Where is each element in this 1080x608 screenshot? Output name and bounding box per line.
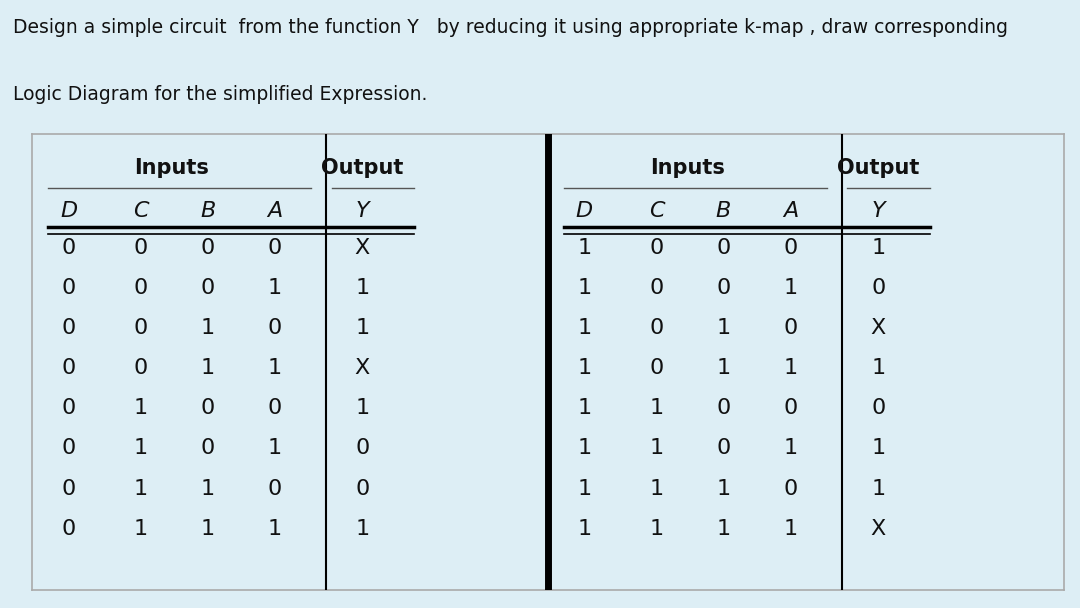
Text: 0: 0 — [268, 478, 282, 499]
Text: X: X — [870, 318, 886, 338]
Text: 1: 1 — [872, 438, 886, 458]
Text: Y: Y — [872, 201, 885, 221]
Text: 0: 0 — [649, 358, 663, 378]
Text: 0: 0 — [649, 318, 663, 338]
Text: 0: 0 — [649, 278, 663, 298]
Text: 0: 0 — [62, 358, 76, 378]
Text: 0: 0 — [62, 478, 76, 499]
Text: 1: 1 — [577, 358, 591, 378]
Text: Output: Output — [837, 158, 919, 178]
Text: X: X — [870, 519, 886, 539]
Text: 1: 1 — [577, 278, 591, 298]
Text: 1: 1 — [201, 478, 215, 499]
Text: X: X — [355, 358, 370, 378]
Text: 1: 1 — [577, 478, 591, 499]
Text: 1: 1 — [716, 519, 730, 539]
Text: Logic Diagram for the simplified Expression.: Logic Diagram for the simplified Express… — [13, 85, 428, 104]
Text: 1: 1 — [872, 358, 886, 378]
Text: 0: 0 — [134, 318, 148, 338]
Text: 0: 0 — [201, 398, 215, 418]
Text: 0: 0 — [134, 238, 148, 258]
Text: 0: 0 — [783, 478, 798, 499]
Text: 1: 1 — [134, 438, 148, 458]
Text: B: B — [200, 201, 215, 221]
Text: 0: 0 — [62, 398, 76, 418]
Text: Inputs: Inputs — [650, 158, 725, 178]
Text: 0: 0 — [62, 438, 76, 458]
Text: 1: 1 — [355, 278, 369, 298]
Text: D: D — [59, 201, 77, 221]
Text: 0: 0 — [201, 238, 215, 258]
Text: B: B — [716, 201, 731, 221]
Text: 0: 0 — [62, 278, 76, 298]
Text: 0: 0 — [872, 398, 886, 418]
Text: 0: 0 — [649, 238, 663, 258]
Text: A: A — [783, 201, 798, 221]
Text: D: D — [576, 201, 593, 221]
Text: 0: 0 — [872, 278, 886, 298]
Text: 0: 0 — [355, 438, 369, 458]
Text: 0: 0 — [716, 278, 730, 298]
Text: 0: 0 — [716, 238, 730, 258]
Text: 0: 0 — [716, 398, 730, 418]
Text: 0: 0 — [355, 478, 369, 499]
Text: 0: 0 — [268, 318, 282, 338]
Text: 1: 1 — [649, 398, 663, 418]
Text: 1: 1 — [268, 438, 282, 458]
Text: 1: 1 — [716, 318, 730, 338]
Text: 1: 1 — [201, 519, 215, 539]
Text: A: A — [267, 201, 282, 221]
Text: 0: 0 — [201, 438, 215, 458]
Text: 1: 1 — [134, 519, 148, 539]
Text: 1: 1 — [577, 398, 591, 418]
Text: 1: 1 — [268, 519, 282, 539]
Text: 1: 1 — [783, 519, 797, 539]
Text: 1: 1 — [355, 318, 369, 338]
Text: 0: 0 — [716, 438, 730, 458]
Text: 1: 1 — [201, 318, 215, 338]
Text: 0: 0 — [134, 358, 148, 378]
Text: 0: 0 — [62, 519, 76, 539]
Text: 1: 1 — [577, 238, 591, 258]
Text: 0: 0 — [134, 278, 148, 298]
Text: 0: 0 — [783, 238, 798, 258]
Text: 1: 1 — [872, 478, 886, 499]
Text: 1: 1 — [783, 438, 797, 458]
Text: 1: 1 — [577, 318, 591, 338]
Text: 1: 1 — [577, 438, 591, 458]
Text: C: C — [133, 201, 148, 221]
Text: X: X — [355, 238, 370, 258]
Text: Output: Output — [321, 158, 404, 178]
Text: 1: 1 — [268, 358, 282, 378]
Text: 1: 1 — [577, 519, 591, 539]
Text: 1: 1 — [268, 278, 282, 298]
Text: 1: 1 — [134, 398, 148, 418]
Text: 0: 0 — [268, 238, 282, 258]
Text: 1: 1 — [716, 358, 730, 378]
Text: 0: 0 — [201, 278, 215, 298]
Text: 0: 0 — [62, 238, 76, 258]
Text: 0: 0 — [783, 318, 798, 338]
Text: 1: 1 — [783, 358, 797, 378]
Text: Design a simple circuit  from the function Y   by reducing it using appropriate : Design a simple circuit from the functio… — [13, 18, 1008, 37]
Text: 1: 1 — [201, 358, 215, 378]
Text: 0: 0 — [783, 398, 798, 418]
Text: 0: 0 — [268, 398, 282, 418]
Text: 1: 1 — [649, 519, 663, 539]
Text: 1: 1 — [134, 478, 148, 499]
Text: 1: 1 — [355, 398, 369, 418]
Text: 1: 1 — [649, 478, 663, 499]
Text: 1: 1 — [716, 478, 730, 499]
Text: 0: 0 — [62, 318, 76, 338]
Text: Inputs: Inputs — [134, 158, 210, 178]
Text: 1: 1 — [355, 519, 369, 539]
Text: 1: 1 — [783, 278, 797, 298]
Text: 1: 1 — [872, 238, 886, 258]
Text: Y: Y — [355, 201, 369, 221]
Text: C: C — [649, 201, 664, 221]
Text: 1: 1 — [649, 438, 663, 458]
